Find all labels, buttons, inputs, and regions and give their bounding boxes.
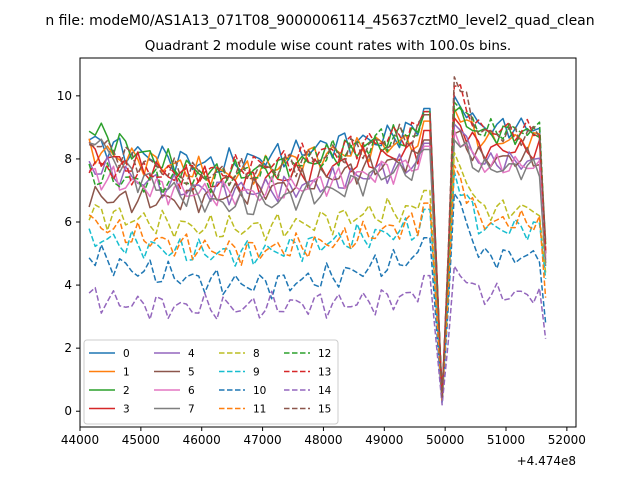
- y-tick-label: 2: [64, 341, 72, 355]
- legend-label-14: 14: [318, 385, 332, 397]
- legend-label-13: 13: [318, 367, 331, 379]
- y-tick-label: 0: [64, 404, 72, 418]
- legend-label-11: 11: [253, 404, 266, 416]
- y-tick-label: 4: [64, 278, 72, 292]
- legend-label-5: 5: [188, 367, 195, 379]
- x-tick-label: 52000: [548, 433, 586, 447]
- series-line-14: [88, 265, 547, 406]
- series-line-12: [88, 101, 547, 398]
- axes-frame: [79, 57, 577, 428]
- legend-label-3: 3: [123, 404, 130, 416]
- series-line-8: [88, 151, 547, 402]
- x-tick-label: 45000: [122, 433, 160, 447]
- y-axis: 0 2 4 6 8 10: [57, 89, 80, 418]
- legend-label-9: 9: [253, 367, 260, 379]
- series-line-9: [88, 170, 547, 403]
- x-tick-label: 44000: [61, 433, 99, 447]
- chart-title: Quadrant 2 module wise count rates with …: [145, 38, 511, 54]
- legend-label-7: 7: [188, 404, 195, 416]
- series-line-3: [88, 117, 547, 399]
- y-tick-label: 6: [64, 215, 72, 229]
- series-layer: [88, 76, 547, 406]
- series-line-15: [88, 76, 547, 398]
- series-line-13: [88, 84, 547, 398]
- legend-box: [83, 339, 339, 425]
- legend-label-4: 4: [188, 348, 195, 360]
- x-tick-label: 51000: [487, 433, 525, 447]
- x-tick-label: 48000: [304, 433, 342, 447]
- x-tick-label: 47000: [243, 433, 281, 447]
- series-line-11: [88, 164, 547, 403]
- legend-label-0: 0: [123, 348, 130, 360]
- plot-area: [79, 57, 577, 428]
- series-line-10: [88, 192, 547, 404]
- legend-label-8: 8: [253, 348, 260, 360]
- x-tick-label: 46000: [183, 433, 221, 447]
- series-line-1: [88, 107, 547, 399]
- y-tick-label: 8: [64, 152, 72, 166]
- legend-label-1: 1: [123, 367, 130, 379]
- x-tick-label: 50000: [426, 433, 464, 447]
- y-tick-label: 10: [57, 89, 72, 103]
- legend-label-10: 10: [253, 385, 266, 397]
- legend-label-2: 2: [123, 385, 130, 397]
- x-offset-label: +4.474e8: [517, 454, 576, 468]
- legend-label-12: 12: [318, 348, 331, 360]
- legend-label-15: 15: [318, 404, 331, 416]
- x-axis: 44000 45000 46000 47000 48000 49000 50000 51000…: [61, 427, 586, 447]
- legend-label-6: 6: [188, 385, 195, 397]
- x-tick-label: 49000: [365, 433, 403, 447]
- suptitle: n file: modeM0/AS1A13_071T08_9000006114_…: [45, 13, 594, 29]
- series-line-6: [88, 129, 547, 400]
